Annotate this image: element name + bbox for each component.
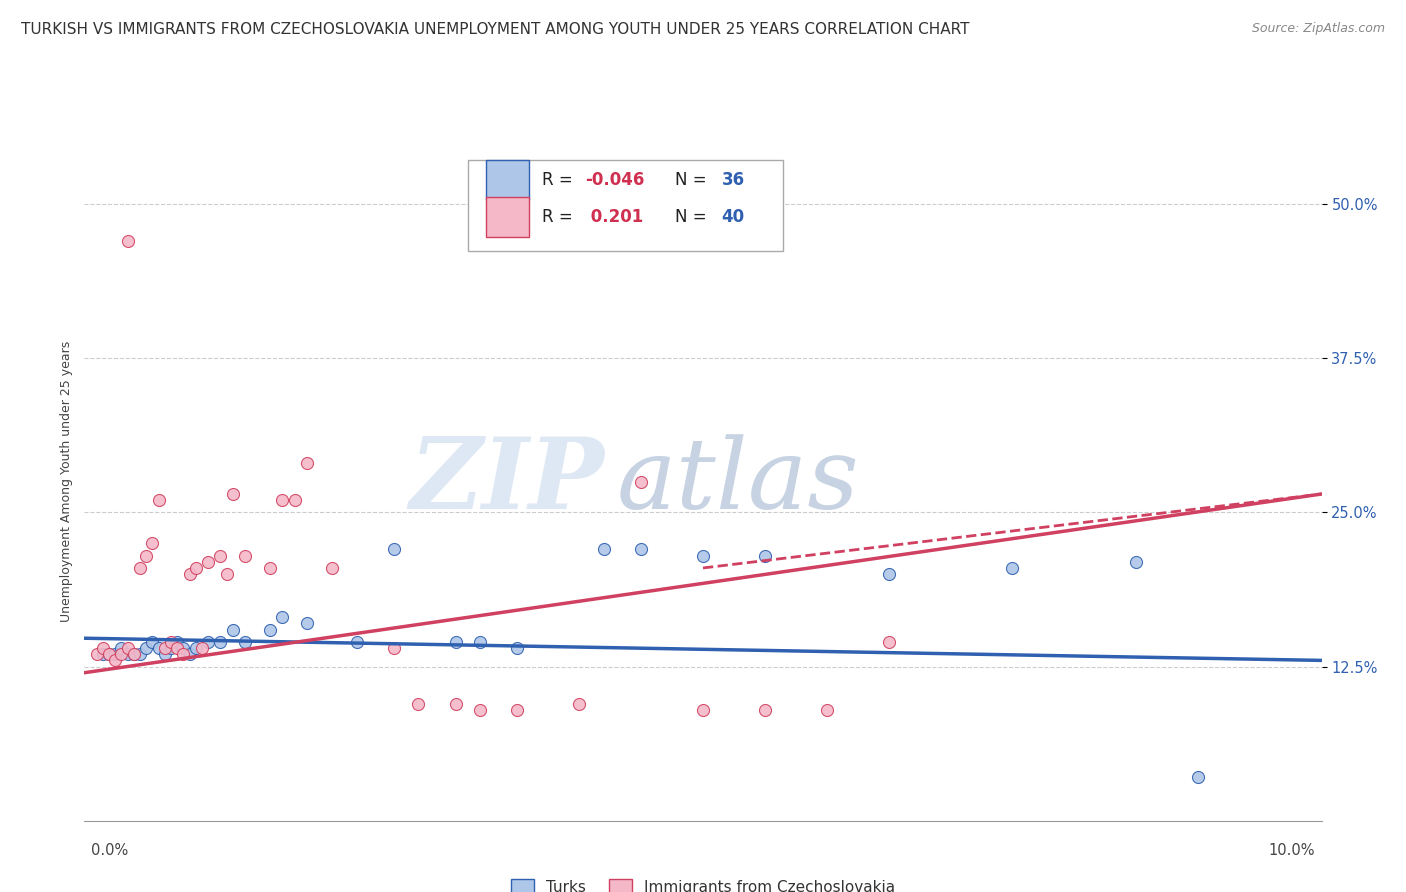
Point [692, 703, 714, 717]
Point [179, 647, 201, 661]
Point [117, 235, 139, 249]
Point [233, 549, 256, 563]
Point [259, 623, 281, 637]
Point [444, 635, 467, 649]
Point [630, 475, 652, 489]
Text: 10.0%: 10.0% [1268, 843, 1315, 858]
Point [117, 647, 139, 661]
Point [197, 635, 219, 649]
Point [593, 542, 616, 557]
Point [271, 493, 294, 508]
Point [179, 567, 201, 582]
Point [295, 616, 318, 631]
Point [86, 647, 108, 661]
Point [209, 635, 232, 649]
Text: 36: 36 [721, 171, 745, 189]
Point [135, 549, 157, 563]
Point [141, 536, 163, 550]
Point [1001, 561, 1024, 575]
Text: Source: ZipAtlas.com: Source: ZipAtlas.com [1251, 22, 1385, 36]
Point [110, 641, 132, 656]
FancyBboxPatch shape [468, 160, 783, 252]
Text: ZIP: ZIP [409, 434, 605, 530]
Point [470, 635, 492, 649]
Text: R =: R = [543, 208, 572, 226]
Point [222, 623, 245, 637]
Point [91, 647, 114, 661]
Point [815, 703, 838, 717]
Text: R =: R = [543, 171, 572, 189]
Point [148, 641, 170, 656]
Text: 0.0%: 0.0% [91, 843, 128, 858]
Point [166, 641, 188, 656]
Legend: Turks, Immigrants from Czechoslovakia: Turks, Immigrants from Czechoslovakia [505, 873, 901, 892]
Point [1187, 771, 1209, 785]
Point [104, 647, 127, 661]
Point [129, 647, 152, 661]
FancyBboxPatch shape [486, 161, 529, 201]
Point [506, 641, 529, 656]
Point [271, 610, 294, 624]
Text: 0.201: 0.201 [585, 208, 644, 226]
Text: TURKISH VS IMMIGRANTS FROM CZECHOSLOVAKIA UNEMPLOYMENT AMONG YOUTH UNDER 25 YEAR: TURKISH VS IMMIGRANTS FROM CZECHOSLOVAKI… [21, 22, 970, 37]
Point [259, 561, 281, 575]
Point [1125, 555, 1147, 569]
Y-axis label: Unemployment Among Youth under 25 years: Unemployment Among Youth under 25 years [60, 341, 73, 623]
Point [444, 697, 467, 711]
Point [91, 641, 114, 656]
Point [110, 647, 132, 661]
Point [172, 647, 194, 661]
Point [692, 549, 714, 563]
Point [754, 703, 776, 717]
Point [184, 561, 207, 575]
Point [153, 641, 176, 656]
Point [117, 641, 139, 656]
Point [346, 635, 368, 649]
Point [191, 641, 214, 656]
Point [630, 542, 652, 557]
Point [129, 561, 152, 575]
Text: N =: N = [675, 171, 706, 189]
Point [506, 703, 529, 717]
Point [160, 635, 183, 649]
Point [122, 647, 145, 661]
Point [754, 549, 776, 563]
Point [382, 641, 405, 656]
Point [166, 635, 188, 649]
Point [215, 567, 238, 582]
Point [197, 555, 219, 569]
Point [877, 635, 900, 649]
Point [295, 456, 318, 470]
Point [98, 647, 121, 661]
Point [98, 647, 121, 661]
Point [209, 549, 232, 563]
Text: N =: N = [675, 208, 706, 226]
Point [184, 641, 207, 656]
Text: atlas: atlas [616, 434, 859, 529]
Point [233, 635, 256, 649]
Point [877, 567, 900, 582]
Point [408, 697, 430, 711]
Point [135, 641, 157, 656]
Point [141, 635, 163, 649]
Point [222, 487, 245, 501]
Point [104, 653, 127, 667]
Point [568, 697, 591, 711]
Point [321, 561, 343, 575]
Text: -0.046: -0.046 [585, 171, 645, 189]
Text: 40: 40 [721, 208, 745, 226]
Point [382, 542, 405, 557]
Point [160, 641, 183, 656]
Point [153, 647, 176, 661]
Point [172, 641, 194, 656]
Point [470, 703, 492, 717]
Point [122, 647, 145, 661]
Point [284, 493, 307, 508]
FancyBboxPatch shape [486, 197, 529, 237]
Point [148, 493, 170, 508]
